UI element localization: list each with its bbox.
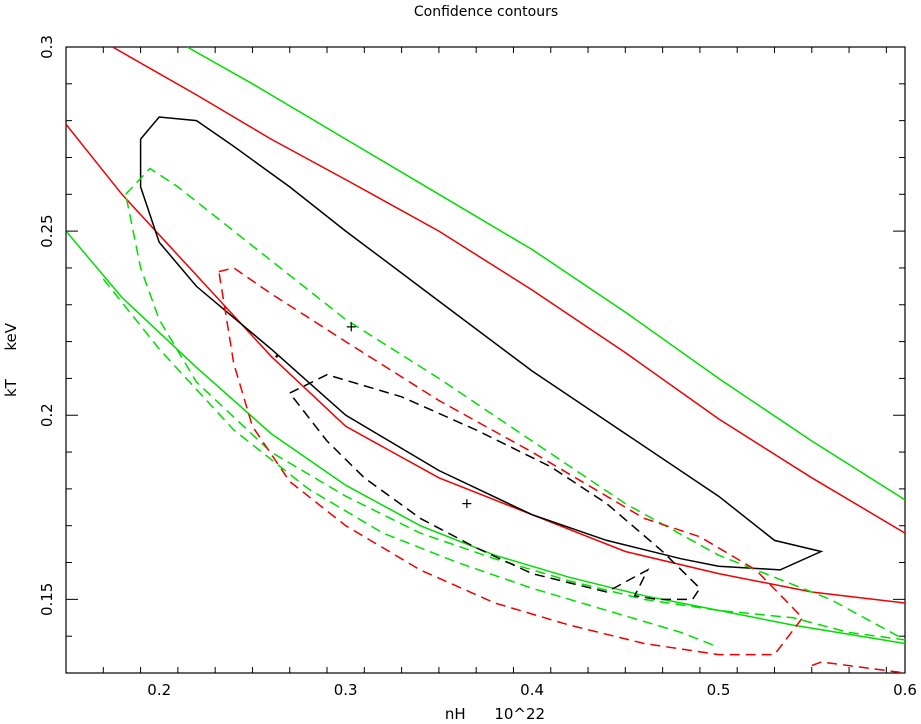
x-tick-label: 0.4 [520, 681, 544, 699]
contour-line-4 [139, 116, 824, 571]
contour-line-9 [289, 373, 701, 601]
contour-line-0 [66, 230, 905, 645]
x-tick-label: 0.6 [893, 681, 917, 699]
y-tick-label: 0.15 [38, 583, 56, 616]
contour-line-8 [811, 661, 905, 673]
y-tick-label: 0.3 [38, 35, 56, 59]
contour-line-1 [186, 47, 905, 501]
contour-line-5 [124, 167, 905, 641]
y-tick-label: 0.25 [38, 214, 56, 247]
best-fit-marker-0 [346, 322, 356, 332]
plot-frame [65, 46, 906, 674]
chart-title: Confidence contours [414, 4, 558, 20]
contour-line-2 [66, 123, 905, 604]
contour-line-6 [102, 278, 719, 648]
best-fit-markers [275, 322, 472, 509]
contour-line-3 [112, 47, 905, 534]
x-tick-label: 0.2 [147, 681, 171, 699]
y-axis-label: kT keV [2, 322, 20, 397]
axis-ticks: 0.2 0.3 0.4 0.5 0.6 0.15 0.2 0.25 0.3 [38, 35, 917, 699]
contour-line-7 [218, 267, 804, 656]
x-tick-label: 0.3 [334, 681, 358, 699]
x-axis-label: nH 10^22 [445, 705, 545, 723]
contour-lines [66, 47, 905, 673]
x-tick-label: 0.5 [707, 681, 731, 699]
best-fit-marker-1 [462, 499, 472, 509]
best-fit-marker-2 [275, 354, 279, 358]
y-tick-label: 0.2 [38, 403, 56, 427]
